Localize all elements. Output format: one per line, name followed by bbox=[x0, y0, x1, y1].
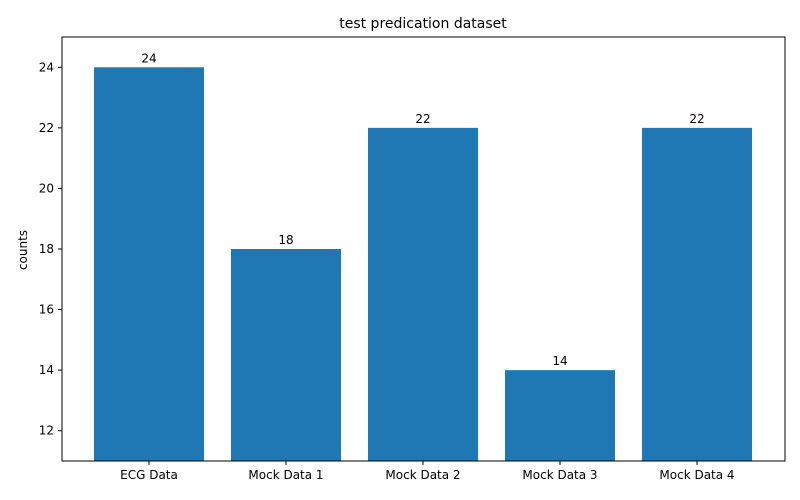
bar-value-label: 24 bbox=[141, 51, 156, 65]
x-tick-label: ECG Data bbox=[120, 468, 178, 482]
x-axis-ticks: ECG Data Mock Data 1 Mock Data 2 Mock Data … bbox=[120, 461, 735, 482]
chart-title: test predication dataset bbox=[339, 16, 507, 32]
y-tick-label: 22 bbox=[39, 121, 54, 135]
y-axis-label: counts bbox=[16, 230, 30, 270]
y-tick-label: 24 bbox=[39, 60, 54, 74]
x-tick-label: Mock Data 3 bbox=[522, 468, 597, 482]
bar-value-label: 22 bbox=[689, 112, 704, 126]
y-axis-ticks: 12 14 16 18 20 22 24 bbox=[39, 60, 62, 438]
plot-frame bbox=[61, 36, 786, 462]
bar bbox=[94, 67, 204, 462]
y-tick-label: 16 bbox=[39, 303, 54, 317]
bar bbox=[505, 370, 615, 461]
x-tick-label: Mock Data 2 bbox=[385, 468, 460, 482]
bar bbox=[368, 127, 478, 461]
x-tick-label: Mock Data 1 bbox=[248, 468, 323, 482]
bar-value-label: 14 bbox=[552, 354, 567, 368]
x-tick-label: Mock Data 4 bbox=[659, 468, 734, 482]
y-tick-label: 12 bbox=[39, 424, 54, 438]
y-tick-label: 14 bbox=[39, 363, 54, 377]
y-tick-label: 20 bbox=[39, 181, 54, 195]
bars-group: 24 18 22 14 22 bbox=[94, 51, 752, 462]
bar bbox=[231, 249, 341, 461]
bar-value-label: 18 bbox=[278, 233, 293, 247]
bar bbox=[642, 127, 752, 461]
bar-value-label: 22 bbox=[415, 112, 430, 126]
y-tick-label: 18 bbox=[39, 242, 54, 256]
